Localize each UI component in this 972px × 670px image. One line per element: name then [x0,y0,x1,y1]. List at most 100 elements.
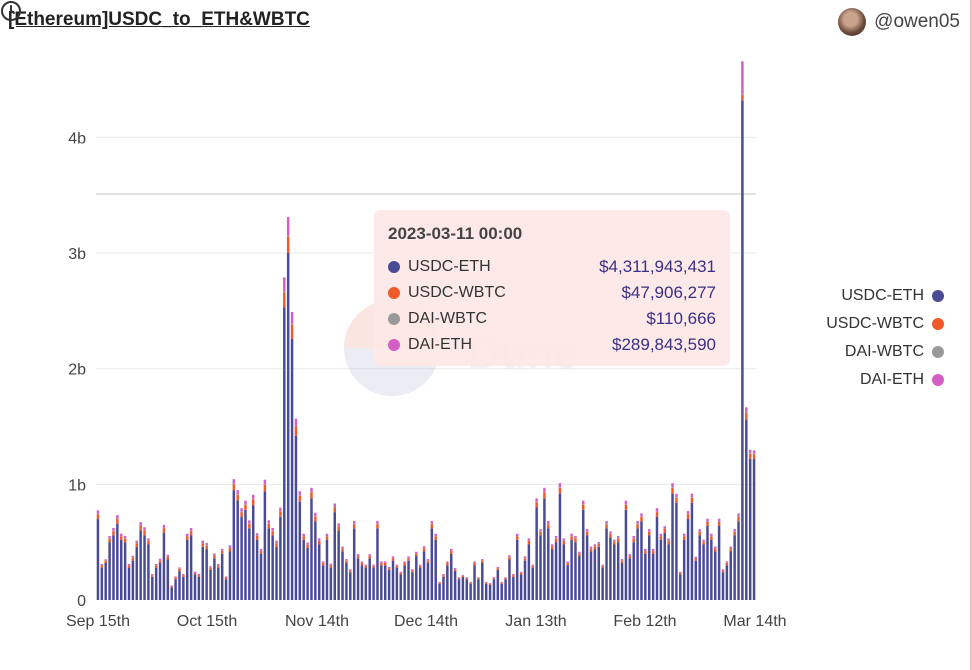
bar-segment-dai-eth [469,581,472,583]
bar-segment-usdc-eth [314,521,317,600]
bar-segment-dai-eth [236,490,239,495]
avatar[interactable] [838,8,867,36]
bar-segment-dai-eth [387,566,391,569]
bar-segment-usdc-eth [624,509,628,600]
bar-segment-usdc-wbtc [640,516,643,522]
bar-segment-usdc-eth [539,535,542,600]
bar-segment-usdc-wbtc [415,553,418,557]
bar-segment-dai-wbtc [298,495,302,496]
bar-segment-usdc-eth [108,542,111,600]
bar-segment-dai-eth [562,538,566,541]
bar-segment-usdc-wbtc [717,521,721,526]
legend-item-usdc-eth[interactable]: USDC-ETH [826,282,944,310]
bar-segment-dai-eth [119,533,123,537]
bar-segment-usdc-eth [380,565,383,600]
tooltip-row-dai-eth: DAI-ETH $289,843,590 [388,332,716,358]
bar-segment-usdc-eth [352,528,356,600]
bar-segment-usdc-wbtc [748,453,752,459]
author-badge[interactable]: @owen05 [838,8,960,36]
bar-segment-usdc-eth [100,567,104,600]
bar-segment-dai-eth [504,577,507,578]
bar-segment-dai-eth [702,539,705,542]
bar-segment-usdc-eth [644,553,647,600]
bar-segment-usdc-wbtc [380,562,383,566]
bar-segment-usdc-wbtc [387,568,391,570]
bar-segment-dai-eth [613,539,616,542]
bar-segment-usdc-wbtc [224,577,228,580]
bar-segment-usdc-eth [251,505,255,600]
legend-dot-icon [932,290,944,302]
bar-segment-dai-eth [131,555,135,558]
bar-segment-usdc-wbtc [554,538,558,543]
bar-segment-usdc-wbtc [290,324,294,339]
bar-segment-usdc-eth [174,579,177,600]
legend-item-usdc-wbtc[interactable]: USDC-WBTC [826,310,944,338]
bar-segment-usdc-wbtc [395,565,399,568]
bar-segment-usdc-wbtc [356,556,360,559]
chart-title[interactable]: [Ethereum]USDC_to_ETH&WBTC [8,9,310,30]
bar-segment-usdc-wbtc [314,516,317,522]
bar-segment-usdc-eth [465,579,468,600]
bar-segment-dai-eth [290,312,294,324]
bar-segment-usdc-eth [201,546,204,600]
legend-item-dai-wbtc[interactable]: DAI-WBTC [826,338,944,366]
bar-segment-dai-eth [259,548,263,551]
bar-segment-dai-eth [492,577,496,578]
bar-segment-dai-eth [465,577,468,578]
x-tick-label: Nov 14th [285,613,349,630]
tooltip-row-dai-wbtc: DAI-WBTC $110,666 [388,306,716,332]
x-tick-label: Mar 14th [723,613,786,630]
series-dot-icon [388,287,400,299]
bar-segment-dai-eth [655,508,659,512]
bar-segment-dai-eth [170,585,173,587]
bar-segment-usdc-wbtc [193,572,197,575]
bar-segment-usdc-wbtc [349,570,352,573]
bar-segment-usdc-eth [325,539,329,600]
author-name[interactable]: @owen05 [874,11,960,32]
legend-label: DAI-ETH [860,371,924,388]
bar-segment-usdc-wbtc [566,562,569,566]
bar-segment-dai-eth [162,524,166,528]
bar-segment-usdc-eth [593,549,597,600]
bar-segment-dai-eth [605,521,608,524]
bar-segment-usdc-wbtc [154,565,158,568]
bar-segment-usdc-wbtc [220,550,224,554]
bar-segment-usdc-eth [182,576,185,600]
bar-segment-dai-eth [263,479,267,485]
bar-segment-usdc-eth [298,501,302,600]
bar-segment-dai-eth [228,545,232,548]
bar-segment-usdc-wbtc [201,543,204,547]
bar-segment-usdc-eth [217,567,220,600]
bar-segment-usdc-eth [189,535,193,600]
bar-segment-usdc-wbtc [682,536,686,540]
bar-segment-dai-eth [321,561,325,563]
bar-segment-usdc-wbtc [345,560,348,563]
bar-segment-usdc-eth [609,537,612,600]
bar-segment-dai-eth [609,531,612,534]
bar-segment-usdc-wbtc [244,504,247,510]
bar-segment-usdc-wbtc [457,578,461,580]
bar-segment-usdc-wbtc [100,565,104,568]
bar-segment-usdc-wbtc [143,530,146,536]
y-tick-label: 1b [68,477,86,494]
bar-segment-usdc-eth [131,560,135,600]
bar-segment-dai-wbtc [294,425,298,427]
bar-segment-usdc-eth [224,579,228,600]
bar-segment-usdc-eth [372,567,375,600]
bar-segment-dai-eth [620,559,624,561]
legend: USDC-ETH USDC-WBTC DAI-WBTC DAI-ETH [826,282,944,394]
bar-segment-usdc-wbtc [636,524,639,529]
bar-segment-usdc-wbtc [613,541,616,545]
bar-segment-usdc-eth [628,558,632,600]
bar-segment-usdc-eth [647,535,651,600]
bar-segment-dai-wbtc [310,491,313,493]
bar-segment-usdc-eth [737,521,740,600]
bar-segment-dai-eth [151,574,154,576]
bar-segment-usdc-wbtc [399,572,402,575]
bar-segment-usdc-eth [197,576,201,600]
bar-segment-usdc-eth [632,542,635,600]
legend-item-dai-eth[interactable]: DAI-ETH [826,366,944,394]
bar-segment-usdc-eth [519,574,523,600]
bar-segment-dai-eth [112,527,115,531]
clock-icon[interactable] [0,0,22,22]
